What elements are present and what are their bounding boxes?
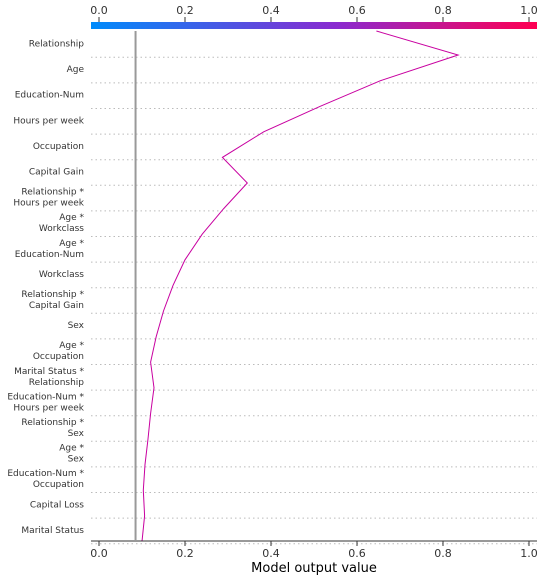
feature-label: Sex: [68, 321, 85, 331]
top-tick-label: 0.4: [262, 4, 280, 17]
feature-label: Relationship * Hours per week: [13, 188, 84, 209]
bottom-tick-label: 0.0: [90, 547, 108, 560]
bottom-tick-label: 0.6: [348, 547, 366, 560]
colorbar-strip: [91, 22, 537, 29]
x-axis-title: Model output value: [251, 561, 377, 576]
top-tick-label: 1.0: [520, 4, 538, 17]
grid-lines: [91, 56, 537, 545]
bottom-tick-label: 1.0: [520, 547, 538, 560]
feature-label: Education-Num * Hours per week: [7, 392, 84, 413]
bottom-axis: 0.0 0.2 0.4 0.6 0.8 1.0: [90, 540, 538, 560]
feature-label: Relationship * Capital Gain: [21, 290, 84, 311]
feature-label: Age * Occupation: [33, 341, 85, 362]
bottom-tick-label: 0.2: [176, 547, 194, 560]
feature-label: Relationship * Sex: [21, 418, 84, 439]
feature-label: Age * Education-Num: [15, 239, 85, 260]
feature-labels: Relationship Age Education-Num Hours per we…: [7, 40, 84, 536]
bottom-tick-label: 0.8: [434, 547, 452, 560]
top-tick-label: 0.0: [90, 4, 108, 17]
feature-label: Capital Gain: [29, 168, 84, 178]
feature-label: Age * Workclass: [39, 213, 85, 234]
feature-label: Marital Status * Relationship: [14, 367, 84, 388]
feature-label: Age: [67, 65, 85, 75]
colorbar: [91, 22, 537, 29]
decision-path: [141, 30, 460, 542]
feature-label: Relationship: [29, 40, 85, 50]
feature-label: Education-Num: [15, 91, 84, 101]
feature-label: Age * Sex: [59, 444, 84, 465]
feature-label: Marital Status: [21, 526, 84, 536]
feature-label: Education-Num * Occupation: [7, 469, 84, 490]
feature-label: Workclass: [39, 270, 84, 280]
bottom-tick-label: 0.4: [262, 547, 280, 560]
top-axis: 0.0 0.2 0.4 0.6 0.8 1.0: [90, 4, 538, 22]
top-tick-label: 0.8: [434, 4, 452, 17]
decision-line-group: [141, 30, 460, 542]
feature-label: Hours per week: [13, 116, 84, 126]
top-tick-label: 0.2: [176, 4, 194, 17]
feature-label: Capital Loss: [30, 500, 84, 510]
feature-label: Occupation: [33, 142, 84, 152]
top-tick-label: 0.6: [348, 4, 366, 17]
